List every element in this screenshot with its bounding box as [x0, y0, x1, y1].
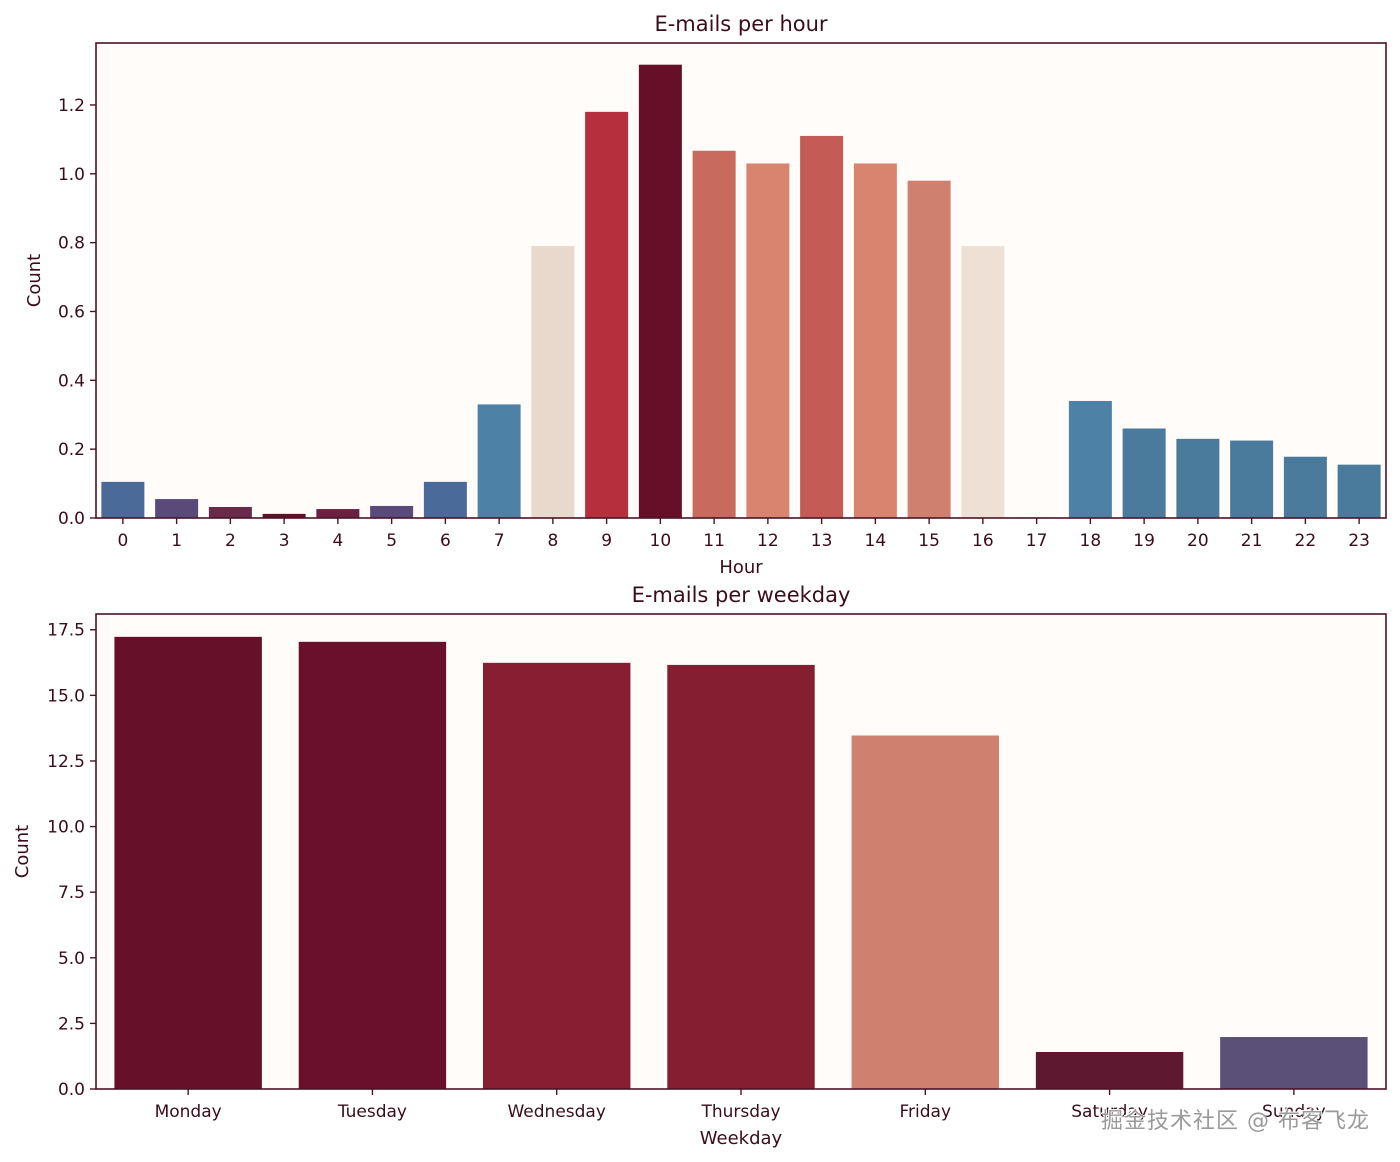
x-tick-label: Wednesday: [507, 1102, 605, 1122]
y-tick-label: 5.0: [58, 949, 85, 969]
x-tick-label: 3: [279, 531, 290, 551]
y-tick-label: 17.5: [47, 621, 85, 641]
y-tick-label: 12.5: [47, 752, 85, 772]
bar: [531, 246, 575, 518]
chart-hourly: 0.00.20.40.60.81.01.20 1 2 3 4 5 6 7 8 9 10 11 12 13 1…: [24, 12, 1387, 578]
x-tick-label: 13: [811, 531, 833, 551]
y-tick-label: 7.5: [58, 883, 85, 903]
bar: [638, 64, 682, 518]
x-tick-label: 5: [386, 531, 397, 551]
bar: [961, 246, 1005, 518]
y-axis-label: Count: [12, 825, 33, 878]
chart-weekday: 0.0 2.5 5.0 7.5 10.0 12.5 15.0 17.5 Monday Tuesda…: [12, 583, 1387, 1149]
y-tick-label: 10.0: [47, 818, 85, 838]
y-axis-label: Count: [24, 254, 45, 307]
x-tick-label: 1: [171, 531, 182, 551]
bar: [1176, 438, 1220, 518]
bar: [101, 481, 145, 518]
bar: [1122, 428, 1166, 518]
x-tick-label: 7: [494, 531, 505, 551]
x-tick-label: 21: [1241, 531, 1263, 551]
bar: [851, 735, 999, 1089]
x-tick-label: 18: [1080, 531, 1102, 551]
chart-title: E-mails per weekday: [632, 583, 851, 607]
chart-title: E-mails per hour: [654, 12, 827, 36]
x-tick-label: Monday: [155, 1102, 222, 1122]
x-tick-label: 14: [865, 531, 887, 551]
y-tick-label: 0.8: [58, 234, 85, 254]
x-tick-label: 10: [650, 531, 672, 551]
y-tick-label: 0.6: [58, 302, 85, 322]
plot-area: [96, 43, 1386, 518]
x-tick-label: 15: [918, 531, 940, 551]
y-tick-label: 2.5: [58, 1014, 85, 1034]
x-axis-label: Weekday: [700, 1128, 783, 1149]
bar: [800, 135, 844, 518]
x-tick-label: 8: [547, 531, 558, 551]
x-axis-label: Hour: [719, 557, 763, 578]
y-tick-label: 1.0: [58, 165, 85, 185]
bar: [423, 481, 467, 518]
x-tick-label: Friday: [900, 1102, 952, 1122]
x-tick-label: Sunday: [1262, 1102, 1326, 1122]
bar: [1230, 440, 1274, 518]
bar: [208, 506, 252, 518]
x-tick-label: 0: [117, 531, 128, 551]
axes-frame: [95, 42, 1387, 519]
x-tick-label: 2: [225, 531, 236, 551]
bar: [114, 636, 262, 1089]
x-tick-label: 19: [1133, 531, 1155, 551]
bar: [1337, 464, 1381, 518]
bar: [298, 641, 447, 1089]
x-tick-label: 12: [757, 531, 779, 551]
y-tick-label: 0.0: [58, 1080, 85, 1100]
bar: [155, 499, 199, 518]
x-tick-label: Thursday: [700, 1102, 780, 1122]
bar: [1220, 1037, 1368, 1089]
x-tick-label: 4: [332, 531, 343, 551]
y-tick-label: 0.2: [58, 440, 85, 460]
y-tick-label: 1.2: [58, 96, 85, 116]
x-tick-label: 22: [1295, 531, 1317, 551]
bar: [907, 180, 951, 518]
bar: [1035, 1051, 1184, 1089]
x-tick-label: 17: [1026, 531, 1048, 551]
bar: [853, 163, 897, 518]
x-tick-label: 6: [440, 531, 451, 551]
bar: [370, 505, 414, 518]
bar: [477, 404, 521, 518]
bar: [692, 150, 736, 518]
bar: [262, 513, 306, 518]
x-tick-label: 23: [1348, 531, 1370, 551]
x-tick-label: 11: [703, 531, 725, 551]
y-tick-label: 0.4: [58, 371, 85, 391]
bar: [316, 509, 360, 518]
x-tick-label: 9: [601, 531, 612, 551]
bar: [667, 664, 815, 1089]
x-tick-label: 20: [1187, 531, 1209, 551]
watermark: 掘金技术社区 @ 布客飞龙: [1101, 1109, 1370, 1134]
y-tick-label: 15.0: [47, 686, 85, 706]
bar: [483, 662, 631, 1089]
x-tick-label: Tuesday: [337, 1102, 407, 1122]
bar: [1283, 456, 1327, 518]
bar: [746, 163, 790, 518]
bar: [585, 111, 629, 518]
y-tick-label: 0.0: [58, 509, 85, 529]
bar: [1068, 400, 1112, 518]
x-tick-label: 16: [972, 531, 994, 551]
x-tick-label: Saturday: [1071, 1102, 1148, 1122]
